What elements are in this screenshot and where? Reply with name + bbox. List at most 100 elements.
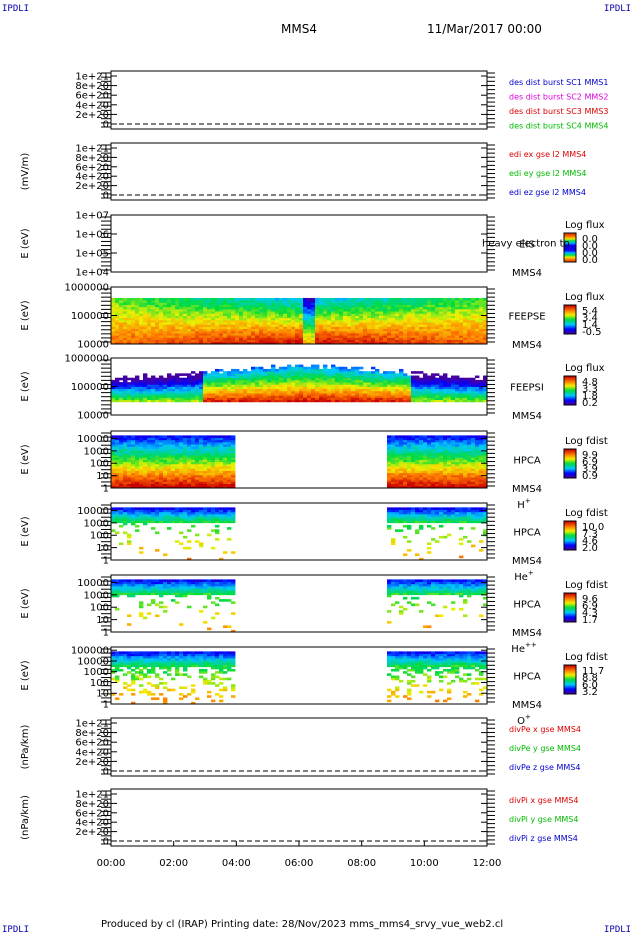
heatmap-cell (163, 378, 167, 381)
heatmap-cell (195, 435, 199, 438)
heatmap-cell (119, 298, 123, 301)
y-axis-label: E (eV) (20, 300, 31, 330)
panel-hpca_h (101, 431, 576, 488)
heatmap-cell (303, 367, 307, 370)
heatmap-cell (419, 435, 423, 438)
heatmap-cell (379, 373, 383, 376)
heatmap-cell (139, 380, 143, 383)
heatmap-cell (135, 298, 139, 301)
heatmap-cell (427, 376, 431, 379)
heatmap-cell (111, 380, 115, 383)
heatmap-cell (175, 435, 179, 438)
heatmap-cell (455, 435, 459, 438)
heatmap-cell (479, 380, 483, 383)
heatmap-cell (415, 371, 419, 374)
heatmap-cell (439, 376, 443, 379)
heatmap-cell (443, 435, 447, 438)
heatmap-cell (291, 367, 295, 370)
colorbar-title: Log flux (565, 220, 605, 231)
heatmap-cell (319, 369, 323, 372)
heatmap-cell (415, 376, 419, 379)
heatmap-cell (179, 373, 183, 376)
heatmap-cell (239, 371, 243, 374)
heatmap-cell (179, 298, 183, 301)
heatmap-cell (235, 369, 239, 372)
heatmap-cell (151, 435, 155, 438)
y-tick-label: 1e+07 (75, 211, 109, 222)
heatmap-cell (175, 373, 179, 376)
heatmap-cell (231, 298, 235, 301)
heatmap-cell (219, 298, 223, 301)
heatmap-cell (231, 435, 235, 438)
heatmap-cell (227, 298, 231, 301)
y-tick-label: 0 (103, 191, 109, 202)
heatmap-cell (327, 298, 331, 301)
panel-frame (111, 143, 487, 200)
heatmap-cell (267, 298, 271, 301)
heatmap-cell (351, 298, 355, 301)
heatmap-cell (475, 435, 479, 438)
heatmap-cell (135, 435, 139, 438)
heatmap-cell (283, 367, 287, 370)
heatmap-cell (139, 298, 143, 301)
heatmap-cell (367, 298, 371, 301)
heatmap-cell (167, 435, 171, 438)
heatmap-cell (227, 371, 231, 374)
heatmap-cell (219, 435, 223, 438)
colorbar-title: Log flux (565, 292, 605, 303)
heatmap-cell (171, 376, 175, 379)
heatmap-cell (119, 378, 123, 381)
heatmap-cell (459, 298, 463, 301)
heatmap-cell (127, 378, 131, 381)
heatmap-cell (163, 435, 167, 438)
heatmap-cell (463, 298, 467, 301)
heatmap-cell (343, 298, 347, 301)
heatmap-cell (411, 298, 415, 301)
heatmap-cell (179, 435, 183, 438)
heatmap-cell (211, 371, 215, 374)
heatmap-cell (403, 298, 407, 301)
heatmap-cell (299, 298, 303, 301)
heatmap-cell (323, 365, 327, 368)
heatmap-cell (443, 298, 447, 301)
heatmap-cell (379, 298, 383, 301)
spacecraft-label: MMS4 (512, 268, 542, 279)
heatmap-cell (415, 435, 419, 438)
spacecraft-label: MMS4 (512, 411, 542, 422)
heatmap-cell (259, 298, 263, 301)
heatmap-cell (123, 298, 127, 301)
heatmap-cell (455, 298, 459, 301)
heatmap-cell (275, 298, 279, 301)
heatmap-cell (247, 298, 251, 301)
heatmap-cell (271, 298, 275, 301)
heatmap-cell (127, 298, 131, 301)
legend-label: des dist burst SC1 MMS1 (509, 78, 608, 87)
heatmap-cell (451, 376, 455, 379)
heatmap-cell (383, 371, 387, 374)
heatmap-cell (115, 378, 119, 381)
heatmap-cell (187, 435, 191, 438)
heatmap-cell (347, 369, 351, 372)
y-tick-label: 1e+06 (75, 230, 109, 241)
heatmap-cell (387, 371, 391, 374)
panel-frame (111, 71, 487, 129)
heatmap-cell (407, 435, 411, 438)
heatmap-cell (475, 298, 479, 301)
heatmap-cell (159, 435, 163, 438)
heatmap-cell (195, 373, 199, 376)
heatmap-cell (371, 371, 375, 374)
y-tick-label: 1000000 (64, 354, 109, 365)
heatmap-cell (479, 298, 483, 301)
heatmap-cell (171, 298, 175, 301)
colorbar-label: 0.2 (582, 398, 598, 409)
heatmap-cell (323, 298, 327, 301)
heatmap-cell (479, 435, 483, 438)
heatmap-cell (343, 367, 347, 370)
heatmap-cell (211, 298, 215, 301)
heatmap-cell (291, 298, 295, 301)
heatmap-cell (183, 298, 187, 301)
panel-des (101, 71, 495, 129)
heatmap-cell (255, 367, 259, 370)
heatmap-cell (155, 298, 159, 301)
heatmap-cell (199, 371, 203, 374)
